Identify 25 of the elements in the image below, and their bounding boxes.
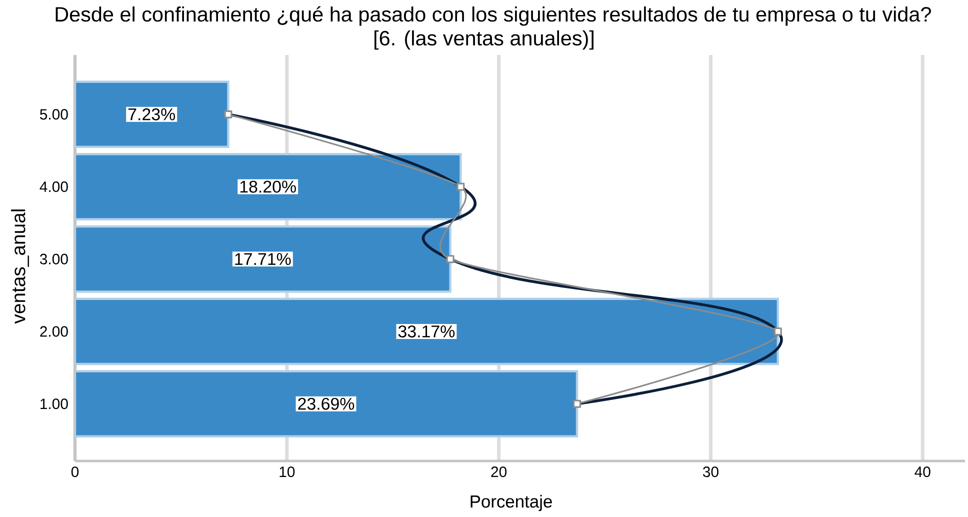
x-tick-label: 40 bbox=[914, 466, 930, 478]
data-label: 7.23% bbox=[128, 108, 176, 120]
data-label: 33.17% bbox=[398, 325, 455, 338]
data-label: 17.71% bbox=[235, 253, 291, 266]
y-tick-label: 5.00 bbox=[40, 109, 68, 120]
point bbox=[446, 255, 454, 264]
bar bbox=[75, 153, 462, 220]
x-tick-label: 30 bbox=[702, 466, 718, 478]
point bbox=[456, 182, 465, 191]
data-label: 23.69% bbox=[298, 398, 354, 410]
data-label: 18.20% bbox=[240, 180, 296, 193]
y-tick-label: 4.00 bbox=[40, 181, 68, 192]
x-tick-label: 10 bbox=[280, 466, 295, 478]
point bbox=[224, 110, 232, 118]
y-tick-label: 2.00 bbox=[40, 326, 68, 337]
x-tick-label: 20 bbox=[491, 466, 507, 478]
chart-title: Desde el confinamiento ¿qué ha pasado con los siguientes resultados de tu empresa o tu vida? bbox=[56, 6, 931, 26]
y-tick-label: 3.00 bbox=[40, 254, 68, 264]
y-axis-title: ventas_anual bbox=[11, 210, 29, 324]
point bbox=[573, 400, 582, 408]
x-axis-title: Porcentaje bbox=[470, 494, 552, 512]
x-tick-label: 0 bbox=[71, 466, 79, 478]
point bbox=[774, 327, 782, 336]
chart-subtitle: [6. (las ventas anuales)] bbox=[374, 30, 594, 50]
y-tick-label: 1.00 bbox=[40, 398, 68, 410]
